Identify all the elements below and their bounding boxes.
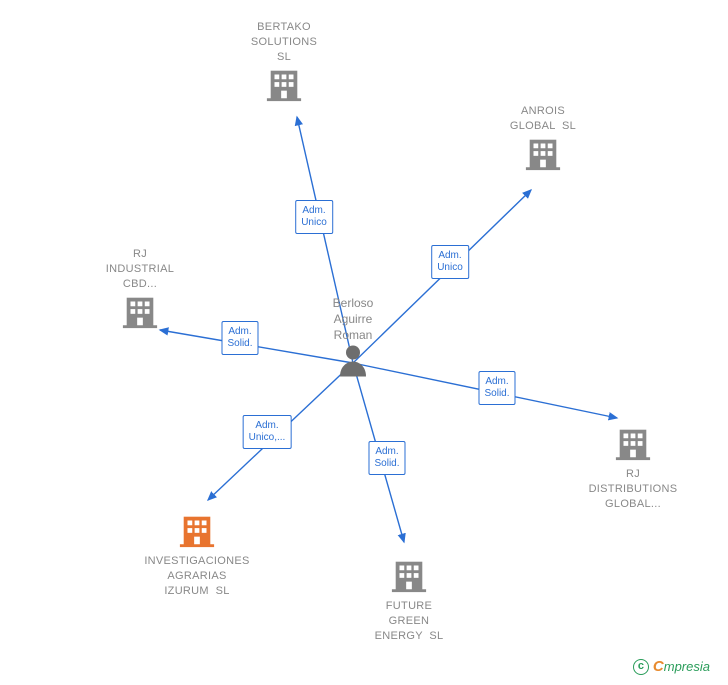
- company-label: ANROIS GLOBAL SL: [510, 104, 576, 134]
- company-label: BERTAKO SOLUTIONS SL: [251, 20, 317, 65]
- edge-label-invest: Adm. Unico,...: [243, 415, 292, 449]
- company-label: RJ INDUSTRIAL CBD...: [106, 247, 174, 292]
- building-icon: [121, 292, 159, 335]
- company-node-future[interactable]: FUTURE GREEN ENERGY SL: [339, 556, 479, 644]
- brand-e: C: [653, 658, 664, 675]
- footer-attribution: c Cmpresia: [633, 658, 710, 675]
- edge-label-anrois: Adm. Unico: [431, 245, 469, 279]
- relationship-diagram: Berloso Aguirre Roman BERTAKO SOLUTIONS …: [0, 0, 728, 685]
- company-node-rjind[interactable]: RJ INDUSTRIAL CBD...: [70, 247, 210, 335]
- edge-label-rjdist: Adm. Solid.: [478, 371, 515, 405]
- company-label: RJ DISTRIBUTIONS GLOBAL...: [589, 467, 678, 512]
- company-label: INVESTIGACIONES AGRARIAS IZURUM SL: [144, 554, 249, 599]
- center-person-label: Berloso Aguirre Roman: [333, 295, 374, 344]
- building-icon: [524, 134, 562, 177]
- edge-label-future: Adm. Solid.: [368, 441, 405, 475]
- company-label: FUTURE GREEN ENERGY SL: [375, 599, 444, 644]
- copyright-icon: c: [633, 659, 649, 675]
- company-node-anrois[interactable]: ANROIS GLOBAL SL: [473, 104, 613, 177]
- company-node-bertako[interactable]: BERTAKO SOLUTIONS SL: [214, 20, 354, 108]
- brand-rest: mpresia: [664, 659, 710, 674]
- person-icon: [338, 344, 368, 383]
- building-icon: [178, 511, 216, 554]
- company-node-invest[interactable]: INVESTIGACIONES AGRARIAS IZURUM SL: [127, 511, 267, 599]
- building-icon: [614, 424, 652, 467]
- edge-label-rjind: Adm. Solid.: [221, 321, 258, 355]
- building-icon: [390, 556, 428, 599]
- company-node-rjdist[interactable]: RJ DISTRIBUTIONS GLOBAL...: [563, 424, 703, 512]
- building-icon: [265, 65, 303, 108]
- edge-label-bertako: Adm. Unico: [295, 200, 333, 234]
